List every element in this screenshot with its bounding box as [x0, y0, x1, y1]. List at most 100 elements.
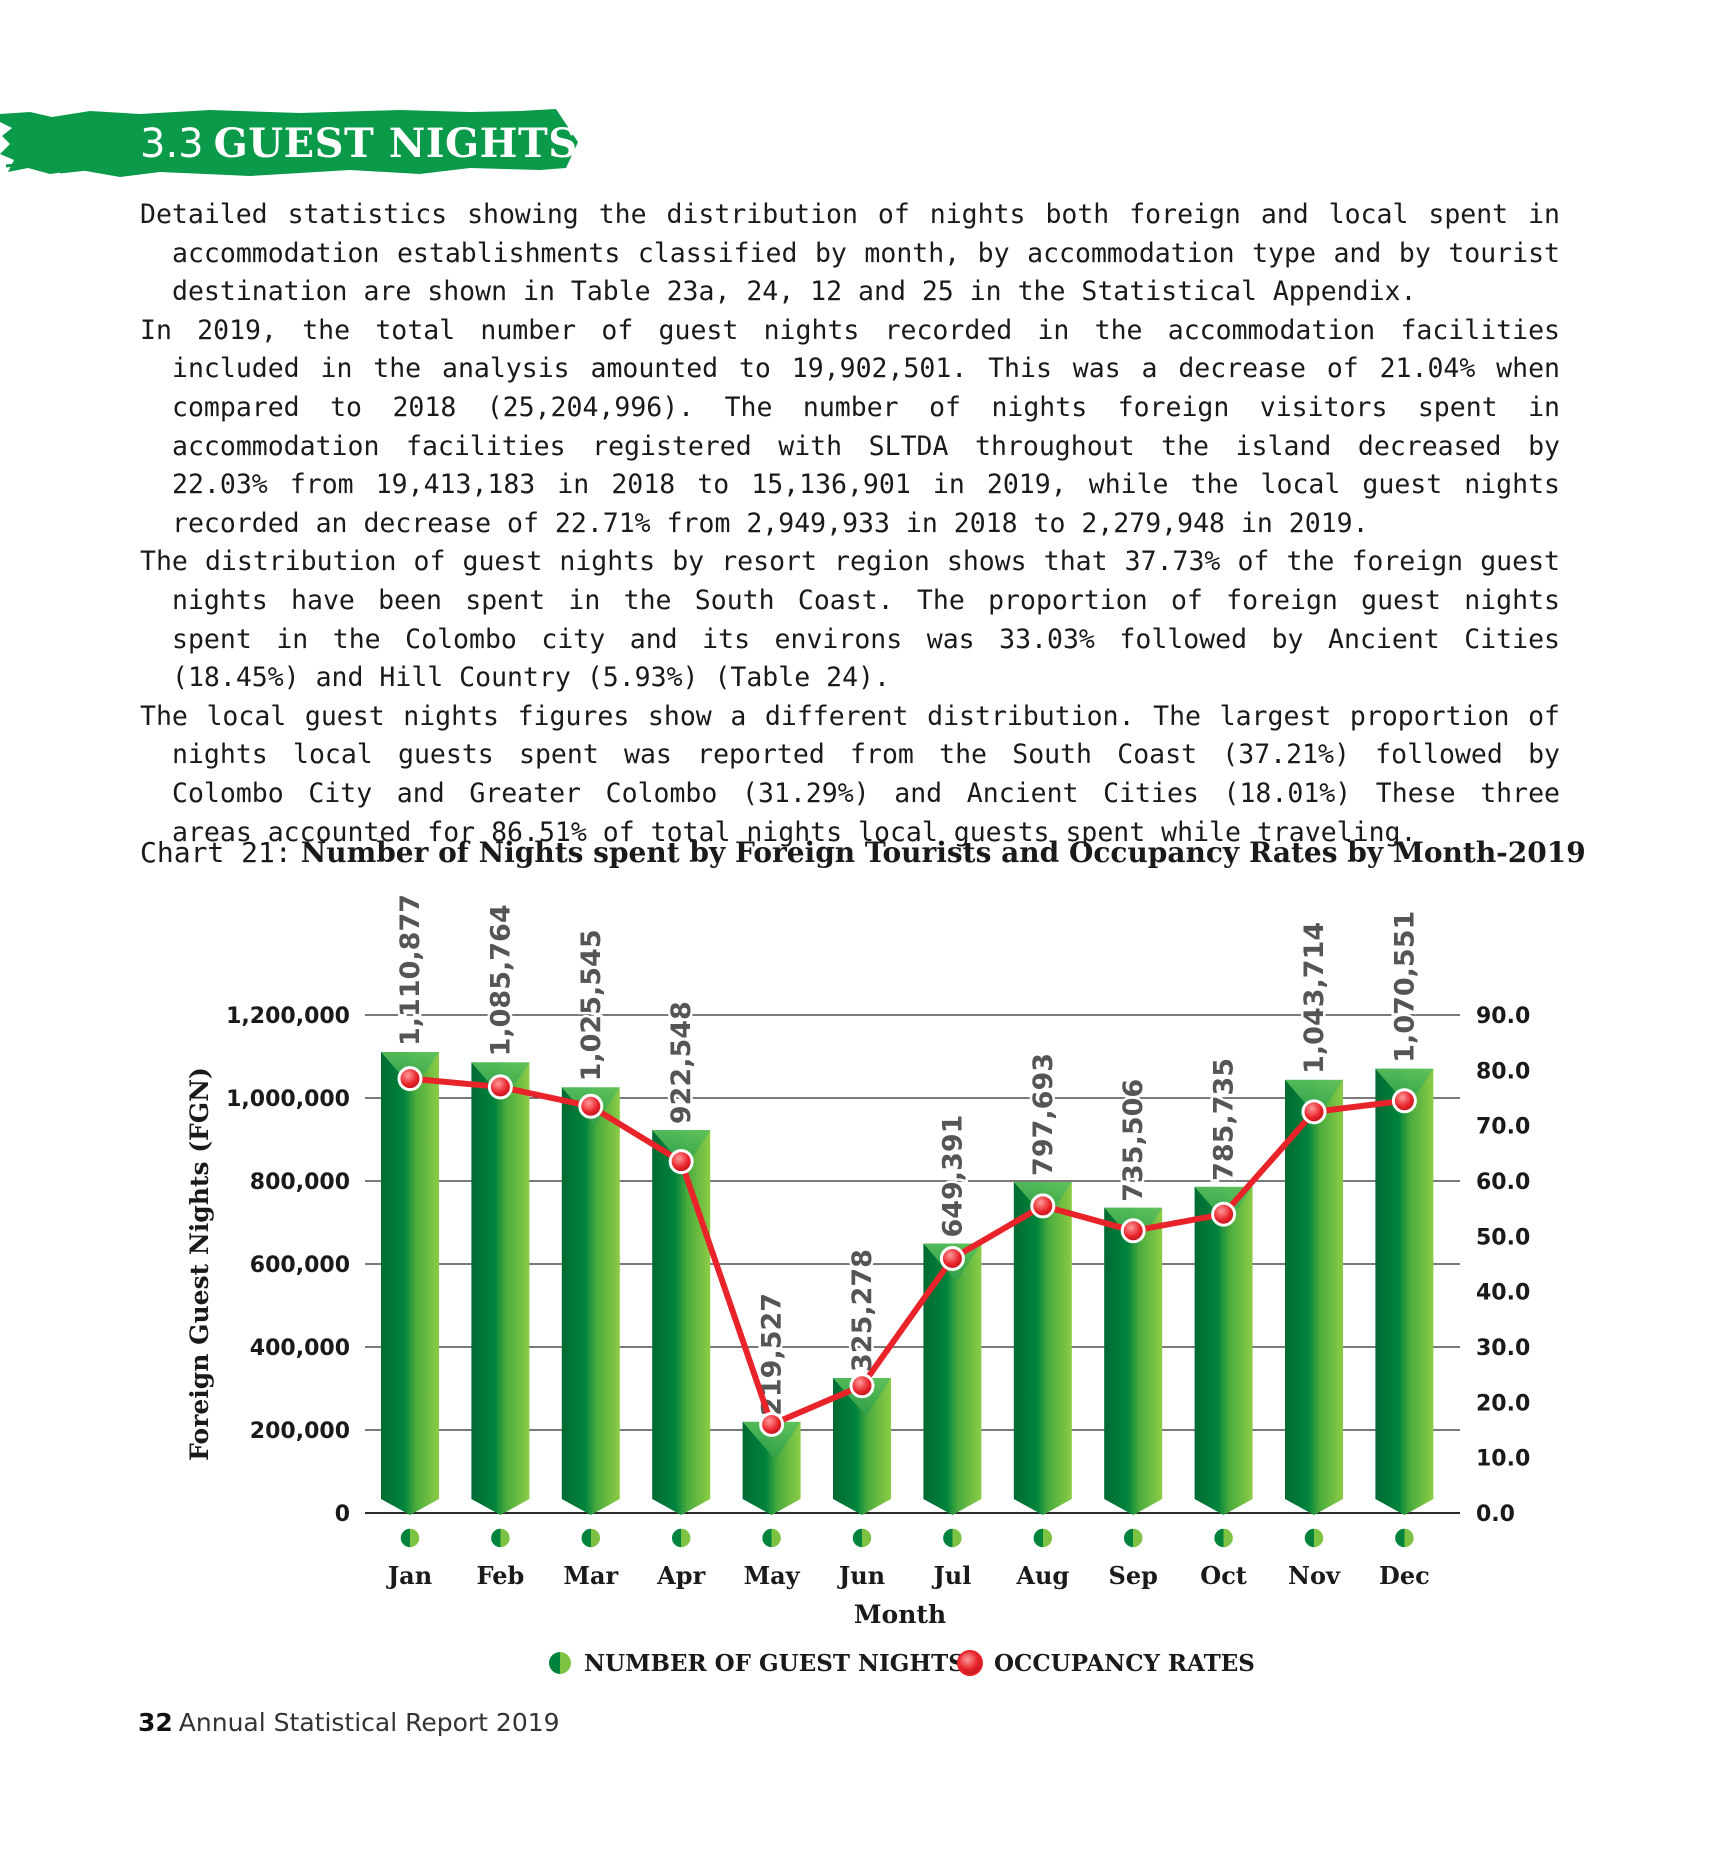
category-marker [1122, 1527, 1144, 1549]
x-tick-label: Mar [563, 1561, 618, 1590]
y-tick-label: 600,000 [250, 1253, 350, 1278]
category-marker [670, 1527, 692, 1549]
paragraph: In 2019, the total number of guest night… [140, 314, 1560, 539]
category-marker [760, 1527, 783, 1549]
x-axis-title: Month [854, 1600, 946, 1629]
y2-tick-label: 60.0 [1476, 1170, 1530, 1195]
bar-value-label: 1,070,551 [1389, 911, 1420, 1063]
page-footer: 32 Annual Statistical Report 2019 [138, 1708, 560, 1737]
y-tick-label: 200,000 [250, 1419, 350, 1444]
y2-tick-label: 40.0 [1476, 1281, 1530, 1306]
occupancy-point [487, 1074, 513, 1100]
bar-value-label: 1,110,877 [395, 894, 426, 1046]
y-tick-label: 400,000 [250, 1336, 350, 1361]
x-tick-label: Jun [837, 1561, 885, 1590]
section-banner [0, 108, 580, 178]
bar [652, 1130, 711, 1515]
report-title: Annual Statistical Report 2019 [178, 1708, 560, 1737]
x-tick-label: Jul [931, 1561, 971, 1590]
category-marker [941, 1527, 964, 1549]
y-axis-title: Foreign Guest Nights (FGN) [185, 1067, 214, 1461]
legend-label: NUMBER OF GUEST NIGHTS [584, 1650, 965, 1677]
x-tick-label: Nov [1288, 1561, 1341, 1590]
y2-tick-label: 30.0 [1476, 1336, 1530, 1361]
bar-top-cap [1285, 1079, 1343, 1118]
occupancy-point [1211, 1201, 1237, 1227]
section-number: 3.3 [140, 121, 204, 167]
brush-stroke-shape [0, 109, 578, 177]
x-tick-label: Sep [1109, 1561, 1158, 1590]
bar-value-labels: 1,110,877 1,085,764 1,025,545 922,548219,52… [393, 891, 1423, 1418]
legend-bar-swatch [549, 1652, 571, 1674]
legend-label: OCCUPANCY RATES [994, 1650, 1255, 1677]
axes: 0 200,000 400,000 600,000 800,000 1,000,000 1,… [185, 1004, 1530, 1629]
y2-tick-label: 70.0 [1476, 1115, 1530, 1140]
section-heading: 3.3 GUEST NIGHTS [140, 116, 578, 172]
chart-caption: Chart 21: Number of Nights spent by Fore… [140, 836, 1586, 869]
body-text: Detailed statistics showing the distribu… [140, 196, 1560, 852]
x-tick-label: May [744, 1561, 801, 1590]
occupancy-line [409, 1075, 1405, 1428]
paragraph: The distribution of guest nights by reso… [140, 546, 1560, 694]
paragraph: The local guest nights figures show a di… [140, 700, 1560, 848]
bar-value-label: 1,043,714 [1299, 922, 1330, 1074]
category-marker [489, 1527, 512, 1549]
bar-value-label: 1,025,545 [576, 929, 607, 1081]
occupancy-point [578, 1093, 604, 1119]
chart-caption-label: Chart 21: [140, 836, 292, 869]
bar [381, 1051, 439, 1515]
occupancy-point [1030, 1193, 1056, 1219]
y2-tick-label: 0.0 [1476, 1502, 1515, 1527]
x-tick-label: Apr [656, 1561, 705, 1590]
occupancy-point [397, 1066, 423, 1092]
occupancy-point [1120, 1218, 1146, 1244]
bar [1013, 1181, 1072, 1515]
bar-value-label: 922,548 [666, 1001, 697, 1124]
y2-tick-label: 50.0 [1476, 1225, 1530, 1250]
bar-value-label: 649,391 [937, 1115, 968, 1238]
x-tick-label: Feb [477, 1561, 525, 1590]
bar [1285, 1079, 1343, 1515]
x-tick-label: Jan [386, 1561, 432, 1590]
y-tick-label: 1,200,000 [226, 1004, 350, 1029]
y2-tick-label: 80.0 [1476, 1059, 1530, 1084]
legend-line-swatch [957, 1650, 983, 1676]
occupancy-point [759, 1411, 785, 1437]
bar [1194, 1186, 1253, 1515]
bar [923, 1243, 982, 1515]
bar [833, 1378, 891, 1515]
category-marker [1393, 1527, 1416, 1549]
occupancy-line-series [397, 1066, 1417, 1437]
category-marker [399, 1527, 421, 1549]
bar-value-label: 325,278 [847, 1249, 878, 1372]
section-title: GUEST NIGHTS [213, 120, 578, 167]
category-marker [851, 1527, 873, 1549]
category-marker [580, 1527, 602, 1549]
category-marker [1032, 1527, 1054, 1549]
category-marker [1212, 1527, 1235, 1549]
occupancy-point [668, 1149, 694, 1175]
paragraph: Detailed statistics showing the distribu… [140, 199, 1560, 308]
bar-top-cap [1375, 1068, 1434, 1107]
y2-tick-label: 10.0 [1476, 1447, 1530, 1472]
bar-value-label: 785,735 [1209, 1058, 1240, 1181]
bar [471, 1062, 530, 1515]
y-tick-label: 0 [335, 1502, 350, 1527]
occupancy-point [849, 1373, 875, 1399]
bar [1104, 1207, 1163, 1515]
occupancy-point [1391, 1088, 1417, 1114]
bar-value-label: 735,506 [1118, 1079, 1149, 1202]
chart-caption-title: Number of Nights spent by Foreign Touris… [300, 836, 1586, 869]
occupancy-point [1301, 1099, 1327, 1125]
chart: 1,110,877 1,085,764 1,025,545 922,548219,52… [185, 891, 1530, 1677]
x-tick-label: Dec [1379, 1561, 1430, 1590]
page-number: 32 [138, 1708, 173, 1737]
bar-top-cap [742, 1421, 801, 1460]
bar-series [381, 1051, 1434, 1515]
x-tick-label: Oct [1200, 1561, 1247, 1590]
occupancy-point [939, 1245, 965, 1271]
y2-tick-label: 20.0 [1476, 1391, 1530, 1416]
bar [561, 1087, 620, 1515]
legend: NUMBER OF GUEST NIGHTS OCCUPANCY RATES [549, 1650, 1255, 1677]
